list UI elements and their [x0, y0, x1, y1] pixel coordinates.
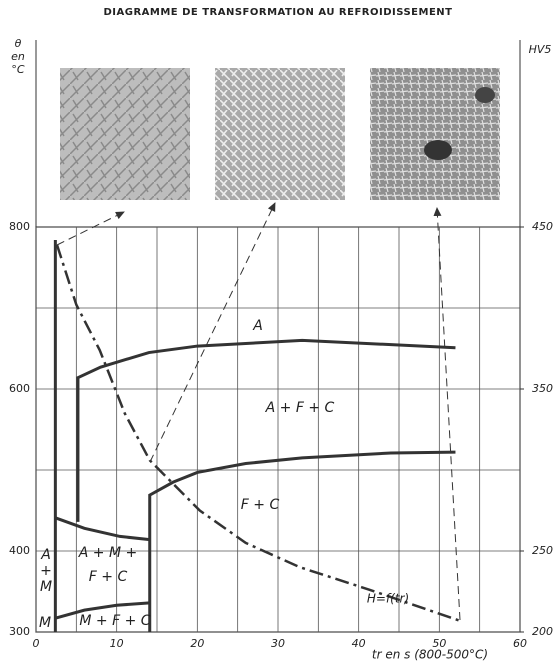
x-axis-label: tr en s (800-500°C): [372, 648, 488, 662]
y2-tick-label: 450: [532, 220, 553, 233]
y2-tick-label: 250: [532, 544, 553, 557]
y-axis-label: θ: [15, 37, 22, 50]
x-tick-label: 50: [432, 637, 446, 650]
region-label: M: [40, 579, 52, 595]
y-tick-label: 300: [9, 625, 30, 638]
curve: [55, 244, 460, 622]
y-tick-label: 600: [9, 382, 30, 395]
y-axis-label: °C: [11, 63, 25, 76]
curve: [148, 450, 456, 632]
chart-title: DIAGRAMME DE TRANSFORMATION AU REFROIDIS…: [103, 7, 452, 18]
x-tick-label: 10: [110, 637, 124, 650]
arrow: [433, 207, 461, 621]
region-label: F + C: [241, 497, 280, 513]
region-label: M + F + C: [79, 613, 150, 629]
region-label: M: [39, 615, 51, 631]
region-label: F + C: [89, 569, 128, 585]
arrows: [56, 202, 461, 621]
micrograph-detail: [424, 140, 452, 160]
plot-area: 0 10 20 30 40 50 60 300 400 600 800 200 250 350 450 θen…: [9, 37, 553, 662]
arrow: [56, 211, 125, 246]
arrow: [149, 202, 276, 463]
curve: [54, 516, 150, 542]
y2-tick-label: 200: [532, 625, 553, 638]
region-label: A: [40, 547, 51, 563]
y-tick-label: 400: [9, 544, 30, 557]
x-tick-label: 40: [352, 637, 366, 650]
region-label: H=f(tr): [367, 592, 409, 606]
y2-tick-label: 350: [532, 382, 553, 395]
micrograph: [370, 68, 500, 200]
micrograph: [60, 68, 190, 200]
y-axis-label: en: [11, 50, 25, 63]
y-tick-label: 800: [9, 220, 30, 233]
y2-axis-label: HV5: [529, 43, 552, 56]
region-label: A + M +: [78, 545, 137, 561]
x-tick-label: 20: [190, 637, 204, 650]
curve: [54, 601, 150, 620]
region-label: +: [40, 563, 52, 579]
micrograph-detail: [475, 87, 495, 103]
x-tick-label: 30: [271, 637, 285, 650]
x-tick-label: 60: [513, 637, 527, 650]
x-tick-label: 0: [33, 637, 40, 650]
curve: [76, 338, 456, 522]
micrograph: [215, 68, 345, 200]
region-label: A + F + C: [265, 400, 335, 416]
region-label: A: [252, 318, 263, 334]
